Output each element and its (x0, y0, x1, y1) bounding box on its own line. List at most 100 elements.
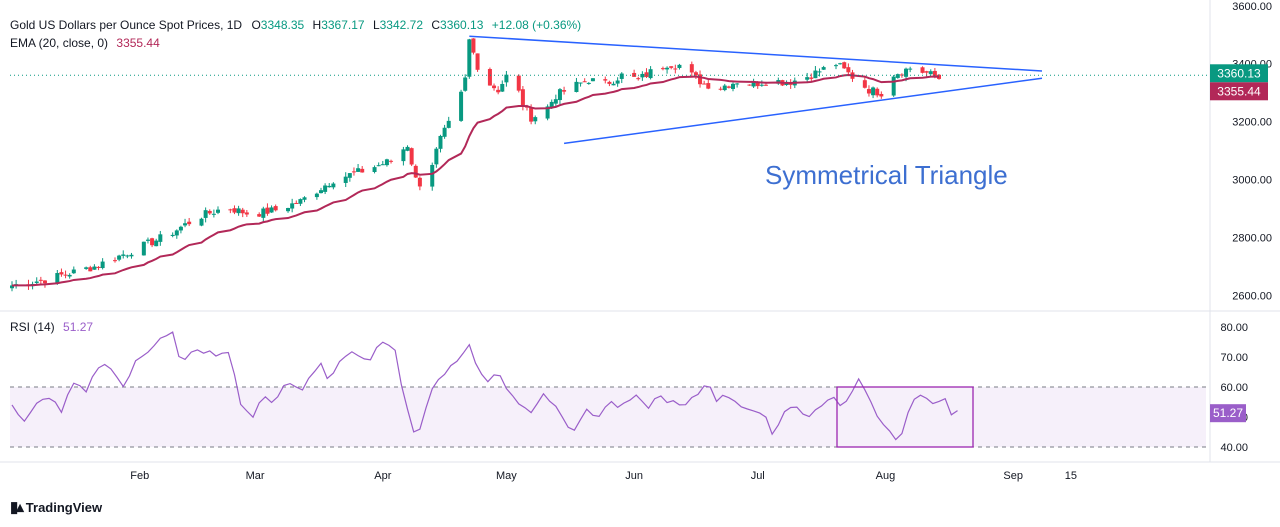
candle-body (920, 67, 925, 73)
candle-body (706, 83, 711, 89)
candle-body (413, 165, 418, 178)
candle-body (677, 64, 682, 68)
candle-body (319, 190, 323, 194)
candle-body (689, 64, 694, 73)
tradingview-logo[interactable]: ▮▴ TradingView (10, 498, 102, 516)
candle-body (302, 197, 307, 200)
close-price-tag-bg (1210, 64, 1268, 83)
candle-body (265, 207, 270, 214)
candle-body (42, 280, 47, 284)
candle-body (228, 209, 233, 211)
candle-body (351, 171, 356, 173)
candle-body (520, 89, 525, 107)
candle-body (899, 74, 904, 76)
candle-body (207, 210, 212, 214)
candle-body (862, 80, 867, 88)
candle-body (549, 101, 554, 108)
price-tick-label: 2800.00 (1232, 233, 1272, 245)
candle-body (170, 234, 175, 236)
candle-body (389, 160, 394, 162)
candle-body (726, 86, 731, 88)
candle-body (755, 81, 760, 87)
candle-body (216, 209, 220, 213)
candle-body (356, 168, 361, 172)
candle-body (693, 72, 698, 76)
candle-body (96, 266, 101, 268)
candle-body (211, 213, 216, 215)
candle-body (500, 83, 505, 92)
candle-body (562, 90, 567, 92)
time-tick-label: Sep (1003, 470, 1023, 482)
candle-body (846, 67, 851, 73)
candle-body (236, 208, 241, 214)
candle-body (582, 81, 587, 83)
candle-body (492, 85, 497, 89)
candle-body (38, 279, 43, 281)
candle-body (475, 53, 480, 70)
candle-body (430, 164, 435, 187)
candle-body (232, 208, 237, 213)
candle-body (446, 120, 451, 128)
candle-body (660, 68, 665, 70)
symmetrical-triangle-label: Symmetrical Triangle (765, 160, 1008, 190)
ema-value: 3355.44 (116, 36, 160, 50)
rsi-legend[interactable]: RSI (14) 51.27 (10, 320, 93, 334)
candle-body (298, 199, 303, 204)
price-tick-label: 3600.00 (1232, 1, 1272, 13)
candle-body (607, 81, 612, 84)
rsi-tag-bg (1210, 404, 1246, 423)
candle-body (821, 67, 826, 70)
candle-body (100, 261, 105, 269)
candle-body (529, 107, 534, 122)
candle-body (145, 239, 150, 241)
price-legend: Gold US Dollars per Ounce Spot Prices, 1… (10, 18, 582, 32)
candle-body (553, 99, 558, 104)
candle-body (183, 223, 188, 226)
time-tick-label: May (496, 470, 517, 482)
price-tick-label: 3000.00 (1232, 175, 1272, 187)
candle-body (273, 206, 278, 211)
candle-body (417, 177, 422, 187)
time-tick-label: Feb (130, 470, 149, 482)
candle-body (533, 117, 538, 122)
candle-body (240, 209, 245, 214)
candle-body (59, 272, 64, 275)
candle-body (665, 67, 670, 70)
candle-body (331, 183, 336, 188)
candle-body (187, 221, 192, 225)
time-tick-label: Aug (876, 470, 896, 482)
candle-body (817, 71, 822, 73)
candle-body (834, 65, 838, 67)
candle-body (866, 89, 871, 94)
candle-body (294, 202, 299, 204)
candle-body (150, 238, 155, 246)
candle-body (380, 164, 385, 166)
candle-body (932, 70, 937, 77)
candle-body (67, 274, 72, 277)
candle-body (10, 285, 14, 289)
candle-body (924, 71, 929, 73)
high-value: 3367.17 (321, 18, 365, 32)
candle-body (467, 39, 472, 77)
rsi-label: RSI (14) (10, 320, 55, 334)
candle-body (55, 273, 60, 284)
candle-body (496, 89, 501, 93)
candle-body (261, 208, 266, 218)
candle-body (117, 255, 122, 260)
candle-body (471, 38, 476, 53)
candle-body (735, 83, 740, 85)
candle-body (516, 75, 521, 91)
candle-body (178, 226, 183, 231)
change-value: +12.08 (+0.36%) (491, 18, 582, 32)
candle-body (290, 203, 295, 209)
candle-body (574, 81, 579, 93)
candle-body (121, 254, 126, 256)
candle-body (487, 69, 492, 86)
rsi-tick-label: 70.00 (1220, 352, 1248, 364)
candle-body (784, 83, 789, 85)
candle-body (879, 93, 884, 97)
ema-legend[interactable]: EMA (20, close, 0) 3355.44 (10, 36, 160, 50)
candle-body (648, 69, 653, 79)
